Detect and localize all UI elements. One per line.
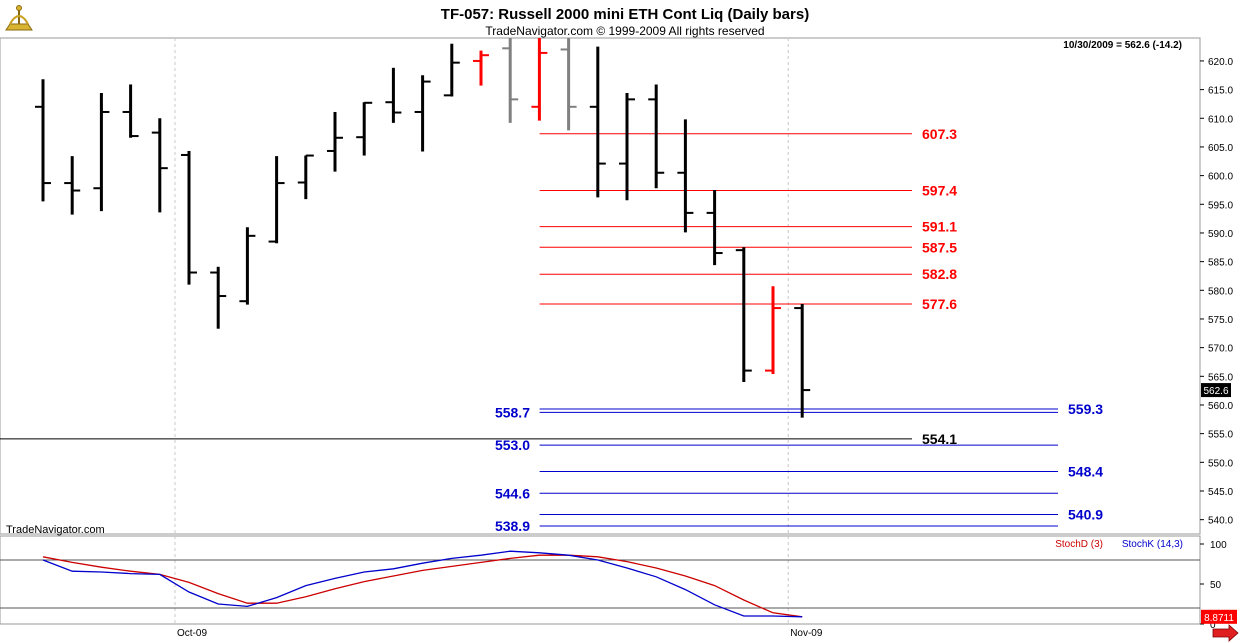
price-panel-frame [0,37,1201,535]
last-price-label: 562.6 [1203,386,1228,397]
price-tick-label: 595.0 [1208,200,1233,211]
ohlc-bar [619,93,635,201]
x-tick-label: Oct-09 [177,628,207,639]
ohlc-bar [297,154,314,200]
ohlc-bar [677,119,694,233]
price-tick-label: 605.0 [1208,143,1233,154]
ohlc-bar [735,247,752,383]
price-tick-label: 600.0 [1208,172,1233,183]
price-tick-label: 610.0 [1208,114,1233,125]
ohlc-bar [35,79,51,202]
level-label: 582.8 [922,266,957,282]
price-axis: 620.0 615.0 610.0 605.0 600.0 595.0 590.0 585.0… [1200,57,1233,527]
level-label: 538.9 [495,518,530,534]
ohlc-bar [589,46,606,198]
price-tick-label: 540.0 [1208,516,1233,527]
chart-title: TF-057: Russell 2000 mini ETH Cont Liq (… [441,6,809,23]
level-label: 558.7 [495,404,530,420]
stoch-value-label: 8.8711 [1204,613,1234,624]
legend-stoch-k: StochK (14,3) [1122,539,1183,550]
ohlc-bar [560,38,577,131]
copyright-text: TradeNavigator.com © 1999-2009 All right… [485,24,764,38]
stoch-legend: StochD (3) StochK (14,3) [1055,539,1183,550]
stoch-axis: 100 50 08.8711 [1200,540,1237,631]
ohlc-bar [531,38,548,121]
level-label: 587.5 [922,239,957,255]
ohlc-bar [239,227,256,305]
right-arrow-icon[interactable] [1212,624,1239,642]
ohlc-bar [765,286,781,375]
ohlc-bar [443,43,460,97]
price-tick-label: 565.0 [1208,372,1233,383]
ohlc-bar [210,266,227,329]
ohlc-bar [706,189,723,266]
price-tick-label: 550.0 [1208,458,1233,469]
ohlc-bar [268,156,285,244]
price-tick-label: 555.0 [1208,430,1233,441]
price-tick-label: 560.0 [1208,401,1233,412]
sextant-logo-icon[interactable] [5,5,33,31]
ohlc-bar [356,101,373,156]
legend-stoch-d: StochD (3) [1055,539,1103,550]
watermark-text: TradeNavigator.com [6,524,105,536]
level-label: 607.3 [922,126,957,142]
ohlc-bar [181,150,197,285]
price-tick-label: 570.0 [1208,344,1233,355]
ohlc-bar [327,111,343,172]
level-label: 577.6 [922,296,957,312]
price-tick-label: 590.0 [1208,229,1233,240]
stoch-series-line [42,554,803,618]
price-tick-label: 585.0 [1208,258,1233,269]
ohlc-bar [93,93,110,212]
stoch-tick-label: 100 [1210,540,1227,551]
stoch-series-line [42,550,803,618]
ohlc-bar [385,67,402,123]
ohlc-bar [122,84,139,138]
level-label: 591.1 [922,219,957,235]
last-price-box [1201,383,1231,398]
level-label: 544.6 [495,485,530,501]
stoch-panel-frame [0,535,1201,625]
level-label: 548.4 [1068,463,1103,479]
ohlc-bar [502,38,519,123]
level-label: 597.4 [922,183,957,199]
stoch-tick-label: 50 [1210,580,1222,591]
bars-layer [35,38,811,418]
price-tick-label: 545.0 [1208,487,1233,498]
level-label: 540.9 [1068,507,1103,523]
levels-layer: 607.3 597.4 591.1 587.5 582.8 577.6 559.3 558.7… [0,126,1103,534]
price-tick-label: 580.0 [1208,286,1233,297]
price-tick-label: 620.0 [1208,57,1233,68]
ohlc-bar [648,84,665,189]
ohlc-bar [151,118,168,213]
ohlc-bar [794,304,811,418]
last-price-readout: 10/30/2009 = 562.6 (-14.2) [1063,40,1182,51]
x-tick-label: Nov-09 [790,628,823,639]
price-tick-label: 575.0 [1208,315,1233,326]
ohlc-bar [473,50,489,86]
stoch-value-box [1201,609,1237,624]
level-label: 553.0 [495,437,530,453]
stoch-tick-label: 0 [1210,620,1216,631]
stoch-layer: StochD (3) StochK (14,3) [0,539,1200,618]
price-tick-label: 615.0 [1208,86,1233,97]
ohlc-bar [414,75,431,152]
level-label: 559.3 [1068,401,1103,417]
ohlc-bar [64,156,81,215]
x-axis: Oct-09 Nov-09 [177,628,823,639]
level-label: 554.1 [922,431,957,447]
